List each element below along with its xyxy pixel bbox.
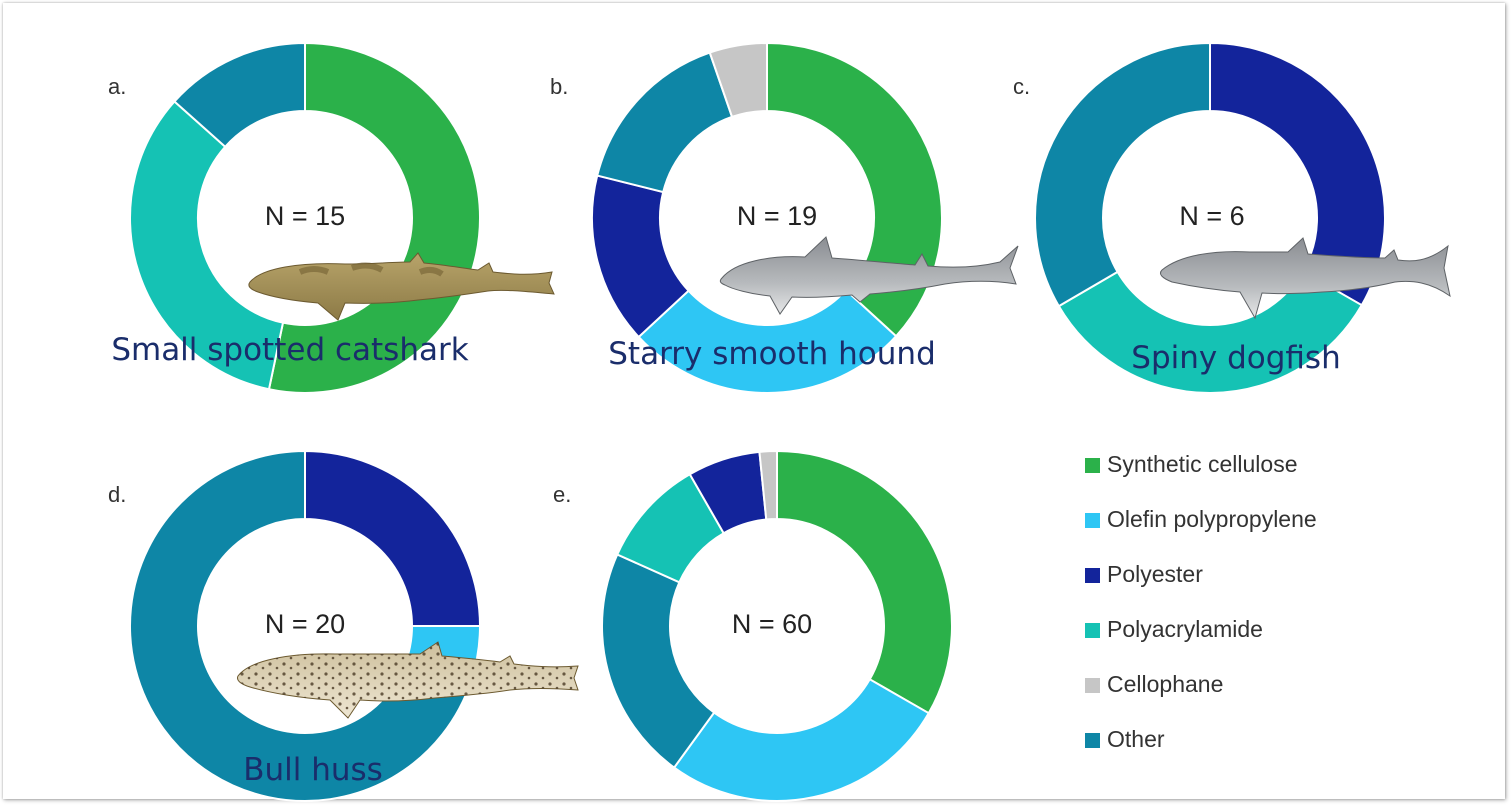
legend-label: Polyester xyxy=(1107,561,1203,587)
donut-c xyxy=(1034,41,1386,395)
legend-label: Cellophane xyxy=(1107,671,1223,697)
panel-letter: e. xyxy=(553,482,571,507)
legend-swatch xyxy=(1085,623,1100,638)
panel-letter: c. xyxy=(1013,74,1030,99)
slice-other xyxy=(596,51,734,194)
starry-smooth-hound-illustration xyxy=(719,236,1019,315)
slice-other xyxy=(601,553,716,769)
slice-polyester xyxy=(304,449,482,627)
legend-label: Other xyxy=(1107,726,1165,752)
legend-item-synthetic-cellulose: Synthetic cellulose xyxy=(1085,451,1298,477)
legend-swatch xyxy=(1085,678,1100,693)
legend: Synthetic cellulose Olefin polypropylene P… xyxy=(1085,451,1317,752)
slice-polyacrylamide xyxy=(1057,269,1364,395)
slice-other xyxy=(1034,41,1211,308)
slice-other xyxy=(129,449,473,802)
donut-b xyxy=(591,41,943,394)
legend-swatch xyxy=(1085,458,1100,473)
slice-olefin-polypropylene xyxy=(672,677,931,802)
donut-d xyxy=(129,449,482,802)
slice-olefin-polypropylene xyxy=(637,288,898,394)
legend-label: Polyacrylamide xyxy=(1107,616,1263,642)
slice-cellophane xyxy=(758,449,778,521)
legend-swatch xyxy=(1085,513,1100,528)
slice-other xyxy=(173,41,306,149)
legend-swatch xyxy=(1085,568,1100,583)
chart-labels: a. N = 15 Small spotted catshark b. N = 19 St… xyxy=(108,74,1341,788)
panel-letter: b. xyxy=(550,74,568,99)
species-name: Bull huss xyxy=(243,752,383,788)
species-name: Spiny dogfish xyxy=(1131,340,1340,376)
legend-label: Olefin polypropylene xyxy=(1107,506,1317,532)
donut-a xyxy=(129,41,481,394)
panel-letter: d. xyxy=(108,482,126,507)
legend-swatch xyxy=(1085,733,1100,748)
bull-huss-illustration xyxy=(237,641,579,719)
legend-item-polyester: Polyester xyxy=(1085,561,1203,587)
sample-size-label: N = 20 xyxy=(265,609,345,639)
legend-item-other: Other xyxy=(1085,726,1165,752)
donut-e xyxy=(601,449,953,802)
species-name: Small spotted catshark xyxy=(111,332,468,368)
sample-size-label: N = 60 xyxy=(732,609,812,639)
slice-synthetic-cellulose xyxy=(776,449,953,715)
species-name: Starry smooth hound xyxy=(608,336,936,372)
sample-size-label: N = 6 xyxy=(1179,201,1244,231)
slice-cellophane xyxy=(708,41,768,119)
slice-synthetic-cellulose xyxy=(267,41,481,394)
panel-letter: a. xyxy=(108,74,126,99)
legend-item-cellophane: Cellophane xyxy=(1085,671,1223,697)
legend-item-olefin-polypropylene: Olefin polypropylene xyxy=(1085,506,1317,532)
legend-label: Synthetic cellulose xyxy=(1107,451,1298,477)
slice-polyacrylamide xyxy=(129,100,285,391)
sample-size-label: N = 19 xyxy=(737,201,817,231)
small-spotted-catshark-illustration xyxy=(248,252,555,321)
spiny-dogfish-illustration xyxy=(1159,237,1451,320)
legend-item-polyacrylamide: Polyacrylamide xyxy=(1085,616,1263,642)
sample-size-label: N = 15 xyxy=(265,201,345,231)
slice-synthetic-cellulose xyxy=(766,41,943,338)
donut-charts xyxy=(129,41,1386,802)
